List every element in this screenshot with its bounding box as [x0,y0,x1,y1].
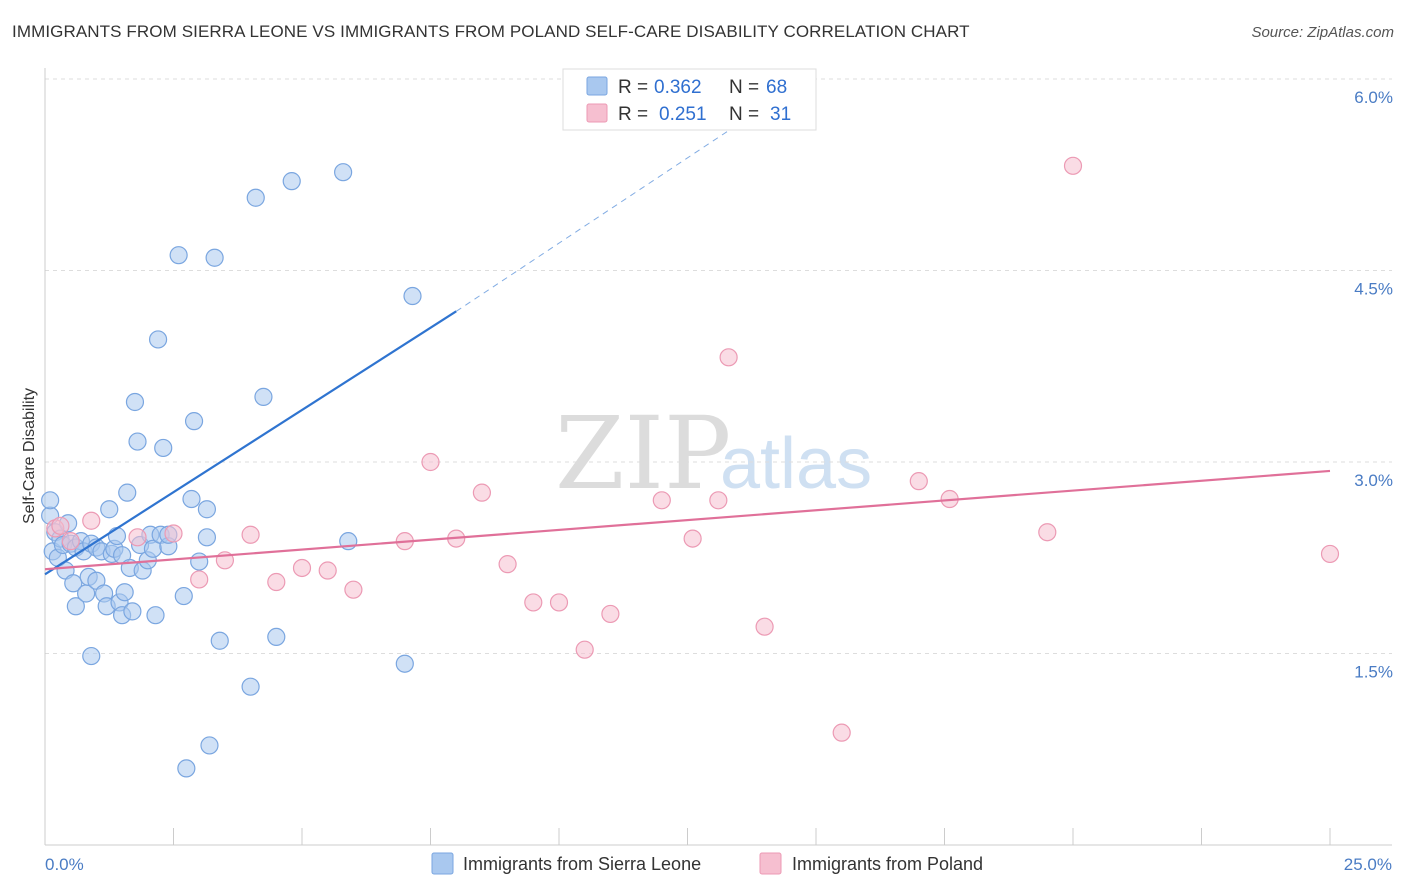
series-legend-label-poland: Immigrants from Poland [792,854,983,874]
poland-point-19 [549,593,569,612]
poland-point-30 [1038,523,1057,542]
sierra-leone-point-53 [190,552,209,571]
sierra-leone-point-49 [174,586,193,606]
sierra-leone-point-34 [123,602,142,621]
sierra-leone-point-31 [115,583,134,602]
y-tick-label-2: 4.5% [1354,280,1393,299]
x-axis-ticks [44,828,1331,845]
y-tick-label-3: 6.0% [1354,88,1393,107]
sierra-leone-point-54 [197,528,217,547]
x-tick-label-min: 0.0% [45,855,84,874]
sierra-leone-point-66 [395,654,414,673]
sierra-leone-point-64 [334,163,353,182]
sierra-leone-trend-line [44,310,457,576]
series-sierra-leone-points [41,163,422,778]
poland-point-31 [1063,156,1083,175]
sierra-leone-point-1 [41,491,60,510]
sierra-leone-point-55 [197,500,217,519]
sierra-leone-point-60 [246,188,265,207]
poland-point-6 [190,570,209,589]
poland-point-16 [472,483,491,502]
sierra-leone-point-10 [64,574,83,593]
series-legend-swatch-pink [759,852,782,875]
sierra-leone-trend-extension [455,72,817,312]
legend-n-label-2: N = [729,104,759,125]
watermark-zip: ZIP [555,395,731,512]
y-axis-label: Self-Care Disability [21,388,38,524]
poland-point-4 [128,528,147,547]
sierra-leone-point-56 [200,736,219,755]
poland-point-1 [51,516,70,535]
poland-point-23 [683,529,702,548]
sierra-leone-point-52 [184,412,204,431]
source-label: Source: ZipAtlas.com [1251,24,1394,41]
legend-r-value-2: 0.251 [659,104,707,125]
sierra-leone-point-59 [241,677,260,696]
legend-swatch-pink [586,103,608,123]
chart-title: IMMIGRANTS FROM SIERRA LEONE VS IMMIGRAN… [12,22,970,41]
legend-n-value-1: 68 [766,77,787,98]
sierra-leone-point-48 [169,246,188,265]
poland-point-8 [241,525,260,544]
sierra-leone-point-63 [282,172,301,191]
sierra-leone-point-61 [254,387,273,406]
poland-point-14 [421,452,440,472]
sierra-leone-point-12 [66,597,85,616]
poland-point-11 [318,561,337,580]
poland-point-28 [909,472,928,491]
sierra-leone-point-67 [403,286,422,306]
sierra-leone-point-50 [177,759,196,778]
poland-point-18 [524,593,543,612]
poland-point-5 [164,524,183,543]
series-legend-label-sierra-leone: Immigrants from Sierra Leone [463,854,701,874]
poland-point-26 [755,617,774,636]
legend-r-label-2: R = [618,104,648,125]
x-tick-label-max: 25.0% [1344,855,1392,874]
y-axis-tick-labels: 1.5% 3.0% 4.5% 6.0% [1354,88,1393,682]
sierra-leone-point-58 [210,631,229,650]
poland-trend-line [44,469,1331,571]
legend-n-label-1: N = [729,77,759,98]
series-legend-swatch-blue [431,852,454,875]
poland-point-24 [709,491,728,510]
poland-point-9 [267,572,286,592]
poland-point-25 [719,348,738,367]
legend-r-label-1: R = [618,77,648,98]
poland-point-20 [575,640,594,659]
sierra-leone-point-35 [125,392,145,412]
poland-point-3 [82,511,101,530]
sierra-leone-point-43 [148,330,168,349]
sierra-leone-point-45 [154,438,173,458]
sierra-leone-point-42 [146,606,165,625]
poland-point-10 [292,558,312,578]
poland-point-17 [498,555,517,574]
poland-point-2 [61,532,80,551]
poland-point-12 [344,580,363,599]
poland-point-21 [601,604,620,624]
watermark-atlas: atlas [720,424,872,504]
sierra-leone-point-51 [182,489,201,509]
sierra-leone-point-57 [205,248,224,267]
series-poland-points [46,156,1340,742]
sierra-leone-point-18 [82,646,101,666]
legend-r-value-1: 0.362 [654,77,702,98]
poland-point-27 [832,723,851,742]
sierra-leone-point-32 [118,483,137,502]
sierra-leone-point-62 [267,627,286,647]
y-tick-label-0: 1.5% [1354,663,1393,682]
legend-swatch-blue [586,76,608,96]
gridlines [45,78,1392,654]
series-legend: Immigrants from Sierra Leone Immigrants … [431,852,983,875]
poland-point-32 [1320,544,1340,564]
sierra-leone-point-24 [100,500,119,519]
sierra-leone-point-36 [128,432,147,451]
y-tick-label-1: 3.0% [1354,471,1393,490]
stats-legend: R = 0.362 N = 68 R = 0.251 N = 31 [562,68,817,131]
sierra-leone-point-27 [107,526,127,546]
poland-point-22 [652,491,671,510]
legend-n-value-2: 31 [770,104,791,125]
trend-lines [44,72,1331,576]
